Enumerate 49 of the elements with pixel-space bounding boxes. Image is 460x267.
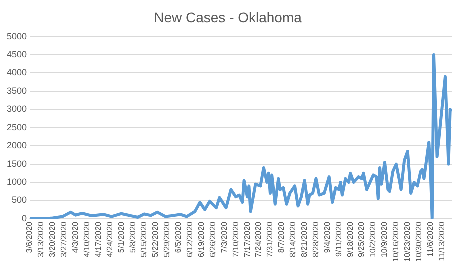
x-tick-label: 7/10/2020 bbox=[231, 221, 240, 258]
y-tick-label: 500 bbox=[12, 195, 28, 206]
x-tick-label: 3/13/2020 bbox=[36, 221, 46, 258]
x-tick-label: 5/8/2020 bbox=[128, 221, 138, 254]
x-tick-label: 4/24/2020 bbox=[105, 221, 114, 258]
y-tick-label: 5000 bbox=[6, 31, 28, 42]
x-tick-label: 7/31/2020 bbox=[266, 221, 275, 258]
x-tick-label: 10/9/2020 bbox=[380, 221, 390, 258]
x-tick-label: 4/3/2020 bbox=[71, 221, 80, 254]
x-tick-label: 5/1/2020 bbox=[116, 221, 126, 254]
x-tick-label: 9/25/2020 bbox=[357, 221, 366, 258]
x-tick-label: 9/11/2020 bbox=[334, 221, 344, 257]
x-tick-label: 10/30/2020 bbox=[414, 221, 424, 262]
y-tick-label: 3000 bbox=[6, 104, 28, 114]
x-tick-label: 5/29/2020 bbox=[162, 221, 172, 258]
x-tick-label: 6/26/2020 bbox=[208, 221, 218, 258]
x-tick-label: 10/16/2020 bbox=[392, 221, 401, 262]
x-tick-label: 10/23/2020 bbox=[403, 221, 412, 262]
x-tick-label: 4/17/2020 bbox=[94, 221, 103, 258]
x-tick-label: 9/18/2020 bbox=[346, 221, 355, 258]
y-tick-label: 4000 bbox=[6, 68, 28, 78]
x-tick-label: 5/15/2020 bbox=[140, 221, 149, 258]
x-tick-label: 7/17/2020 bbox=[242, 221, 252, 258]
y-tick-label: 1500 bbox=[6, 158, 28, 169]
x-tick-label: 11/13/2020 bbox=[437, 221, 446, 262]
x-tick-label: 7/24/2020 bbox=[254, 221, 264, 258]
x-tick-label: 8/7/2020 bbox=[277, 221, 286, 254]
x-tick-label: 3/20/2020 bbox=[48, 221, 58, 258]
x-tick-label: 6/19/2020 bbox=[196, 221, 206, 258]
x-tick-label: 7/3/2020 bbox=[220, 221, 229, 254]
x-tick-label: 6/5/2020 bbox=[174, 221, 184, 254]
x-tick-label: 8/14/2020 bbox=[288, 221, 298, 258]
x-tick-label: 10/2/2020 bbox=[368, 221, 378, 258]
x-tick-label: 6/12/2020 bbox=[186, 221, 195, 258]
x-tick-label: 11/6/2020 bbox=[426, 221, 435, 257]
chart-title: New Cases - Oklahoma bbox=[154, 9, 302, 26]
x-tick-label: 8/28/2020 bbox=[311, 221, 320, 258]
x-tick-label: 3/6/2020 bbox=[25, 221, 34, 254]
x-tick-label: 5/22/2020 bbox=[151, 221, 160, 258]
y-tick-label: 0 bbox=[22, 213, 28, 224]
x-tick-label: 4/10/2020 bbox=[82, 221, 92, 258]
y-tick-label: 4500 bbox=[6, 50, 28, 60]
y-tick-label: 1000 bbox=[6, 177, 28, 188]
x-tick-label: 9/4/2020 bbox=[322, 221, 332, 254]
y-tick-label: 3500 bbox=[6, 86, 28, 96]
x-tick-label: 3/27/2020 bbox=[60, 221, 69, 258]
y-tick-label: 2500 bbox=[6, 122, 28, 132]
y-tick-label: 2000 bbox=[6, 140, 28, 151]
x-tick-label: 8/21/2020 bbox=[300, 221, 309, 258]
